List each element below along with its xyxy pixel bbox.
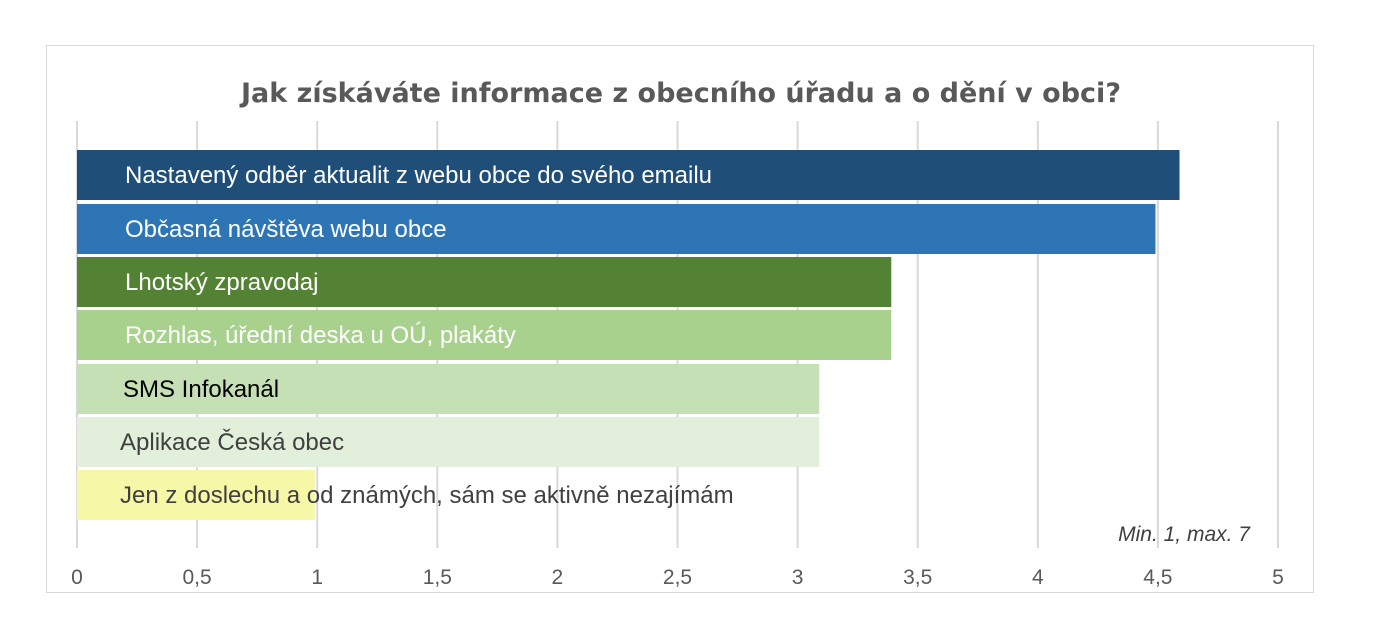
x-tick-label: 0,5 — [182, 566, 211, 589]
bar — [77, 310, 892, 360]
chart-title: Jak získáváte informace z obecního úřadu… — [239, 78, 1121, 109]
bar-label: Aplikace Česká obec — [120, 428, 344, 456]
x-tick-label: 2,5 — [663, 566, 692, 589]
x-tick-label: 4 — [1032, 566, 1044, 589]
range-note: Min. 1, max. 7 — [1118, 523, 1251, 546]
bar-label: Rozhlas, úřední deska u OÚ, plakáty — [125, 322, 516, 349]
bar-label: SMS Infokanál — [123, 376, 279, 403]
bar — [77, 470, 315, 520]
bar-label: Jen z doslechu a od známých, sám se akti… — [120, 482, 734, 509]
bar — [77, 150, 1180, 200]
bar — [77, 204, 1156, 254]
chart-frame: Nastavený odběr aktualit z webu obce do … — [46, 45, 1314, 593]
x-tick-label: 4,5 — [1143, 566, 1172, 589]
bar — [77, 257, 892, 307]
bar-label: Nastavený odběr aktualit z webu obce do … — [125, 162, 712, 189]
x-tick-label: 1 — [311, 566, 323, 589]
x-tick-label: 2 — [552, 566, 564, 589]
bar-chart: Nastavený odběr aktualit z webu obce do … — [71, 78, 1284, 589]
x-tick-label: 3 — [792, 566, 804, 589]
bar-label: Občasná návštěva webu obce — [125, 216, 447, 243]
x-tick-label: 3,5 — [903, 566, 932, 589]
bar-label: Lhotský zpravodaj — [125, 269, 318, 296]
bar — [77, 364, 820, 414]
bar — [77, 417, 820, 467]
x-tick-label: 1,5 — [423, 566, 452, 589]
x-tick-label: 0 — [71, 566, 83, 589]
x-tick-label: 5 — [1272, 566, 1284, 589]
